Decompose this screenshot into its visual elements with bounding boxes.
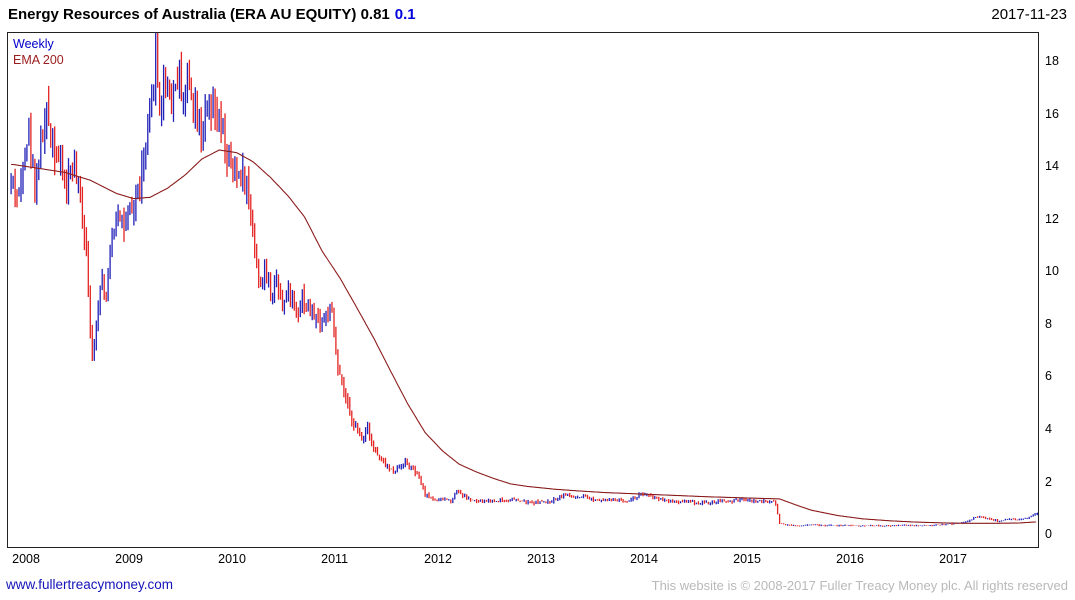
- down-week-bars: [14, 32, 1018, 527]
- price-chart-canvas[interactable]: [8, 25, 1041, 547]
- y-axis-label: 10: [1045, 264, 1059, 279]
- y-axis-label: 14: [1045, 159, 1059, 174]
- x-axis-label: 2011: [321, 552, 349, 566]
- x-axis-label: 2009: [115, 552, 143, 566]
- y-axis-label: 16: [1045, 106, 1059, 121]
- y-axis-label: 18: [1045, 53, 1059, 68]
- price-chart-svg: [10, 25, 1041, 527]
- y-axis-label: 6: [1045, 369, 1052, 384]
- y-axis-label: 8: [1045, 316, 1052, 331]
- x-axis-label: 2017: [939, 552, 967, 566]
- copyright-text: This website is © 2008-2017 Fuller Treac…: [651, 578, 1068, 593]
- chart-header: Energy Resources of Australia (ERA AU EQ…: [8, 6, 1067, 26]
- ema-legend-label: EMA 200: [13, 53, 64, 67]
- last-price-marker: [1035, 510, 1041, 518]
- x-axis-label: 2013: [527, 552, 555, 566]
- x-axis-label: 2012: [424, 552, 452, 566]
- x-axis-label: 2015: [733, 552, 761, 566]
- y-axis-label: 0: [1045, 527, 1052, 542]
- y-axis-label: 2: [1045, 474, 1052, 489]
- x-axis-label: 2010: [218, 552, 246, 566]
- chart-legend: Weekly EMA 200: [13, 36, 64, 68]
- y-axis-label: 12: [1045, 211, 1059, 226]
- footer-site-link[interactable]: www.fullertreacymoney.com: [6, 577, 174, 592]
- x-axis-label: 2016: [836, 552, 864, 566]
- ema200-line: [11, 149, 1037, 524]
- chart-date: 2017-11-23: [991, 6, 1067, 23]
- chart-area[interactable]: Weekly EMA 200: [7, 25, 1041, 548]
- x-axis-label: 2008: [12, 552, 40, 566]
- chart-title: Energy Resources of Australia (ERA AU EQ…: [8, 6, 390, 23]
- price-change: 0.1: [394, 6, 416, 23]
- y-axis-label: 4: [1045, 422, 1052, 436]
- timeframe-label: Weekly: [13, 37, 54, 51]
- x-axis-label: 2014: [630, 552, 658, 566]
- up-week-bars: [10, 25, 1036, 527]
